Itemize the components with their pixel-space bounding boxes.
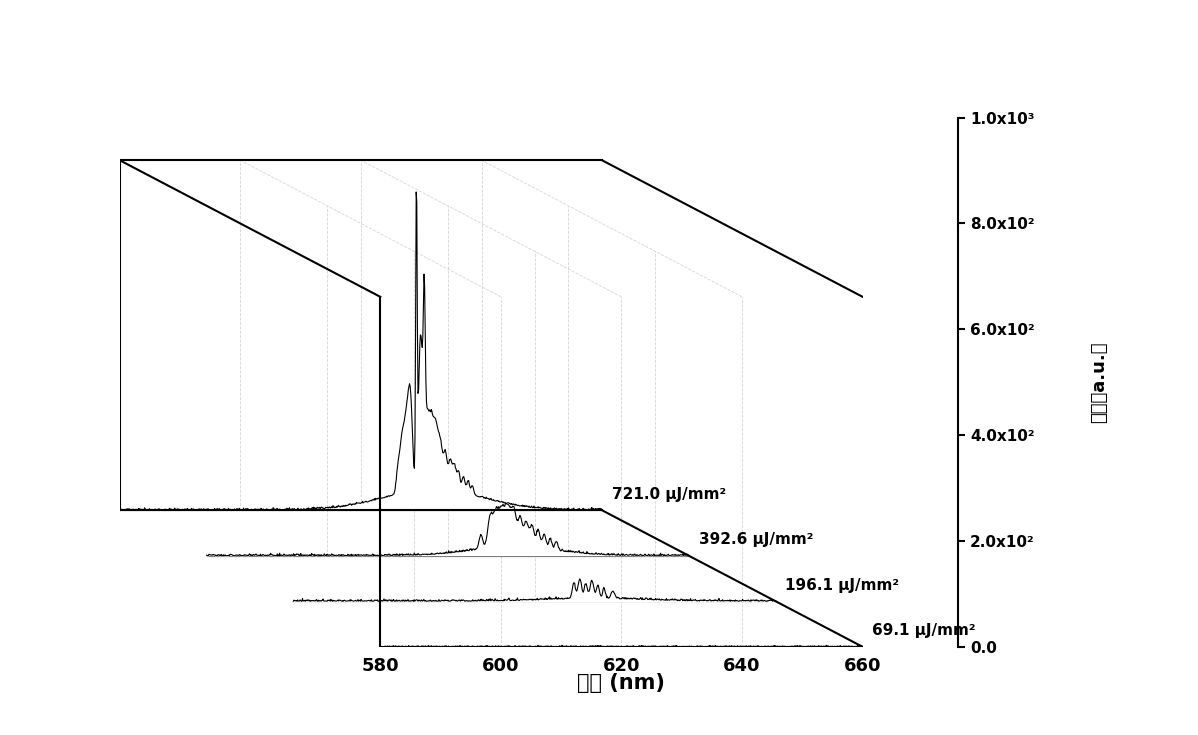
Polygon shape (120, 192, 603, 510)
Text: 69.1 μJ/mm²: 69.1 μJ/mm² (872, 623, 975, 638)
Text: 580: 580 (362, 657, 399, 675)
Text: 波长 (nm): 波长 (nm) (577, 673, 665, 693)
Text: 640: 640 (724, 657, 761, 675)
Text: 392.6 μJ/mm²: 392.6 μJ/mm² (698, 532, 813, 547)
Text: 660: 660 (843, 657, 882, 675)
Text: 196.1 μJ/mm²: 196.1 μJ/mm² (786, 578, 900, 592)
Text: 721.0 μJ/mm²: 721.0 μJ/mm² (612, 487, 726, 501)
Polygon shape (206, 503, 689, 556)
Text: 600: 600 (482, 657, 520, 675)
Text: 620: 620 (603, 657, 640, 675)
Y-axis label: 强度（a.u.）: 强度（a.u.） (1090, 342, 1108, 423)
Polygon shape (380, 645, 863, 647)
Polygon shape (294, 579, 776, 601)
